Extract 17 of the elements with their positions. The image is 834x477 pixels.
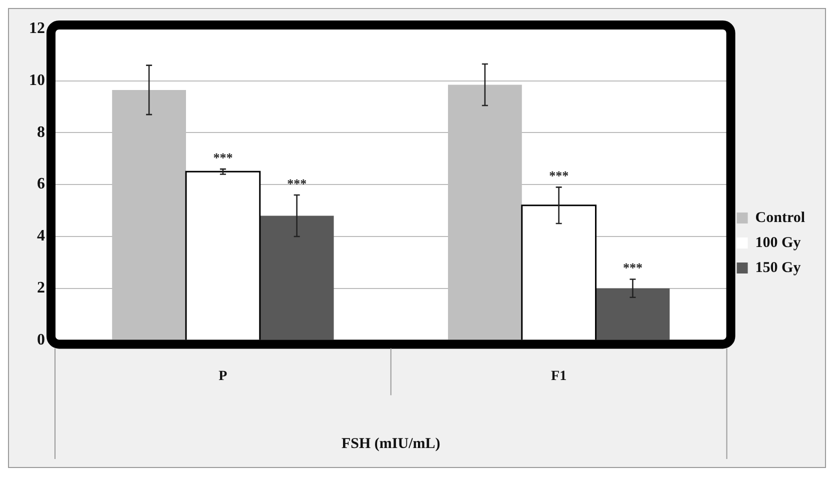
x-axis-title: FSH (mIU/mL) [342, 436, 440, 452]
legend-label: 150 Gy [755, 260, 802, 276]
legend-label: 100 Gy [755, 234, 802, 251]
y-tick-label: 6 [37, 176, 45, 193]
x-tick-label: F1 [551, 369, 567, 384]
annotation: *** [213, 150, 233, 165]
x-tick-label: P [218, 369, 228, 384]
legend-label: Control [755, 210, 806, 226]
y-tick-label: 2 [37, 279, 45, 296]
y-tick-label: 4 [37, 228, 45, 245]
y-tick-label: 8 [37, 124, 45, 141]
y-tick-label: 12 [29, 20, 45, 38]
annotation: *** [622, 260, 642, 276]
y-tick-label: 10 [29, 72, 45, 90]
annotation: *** [549, 168, 569, 184]
y-tick-label: 0 [37, 331, 45, 348]
annotation: *** [287, 176, 307, 191]
